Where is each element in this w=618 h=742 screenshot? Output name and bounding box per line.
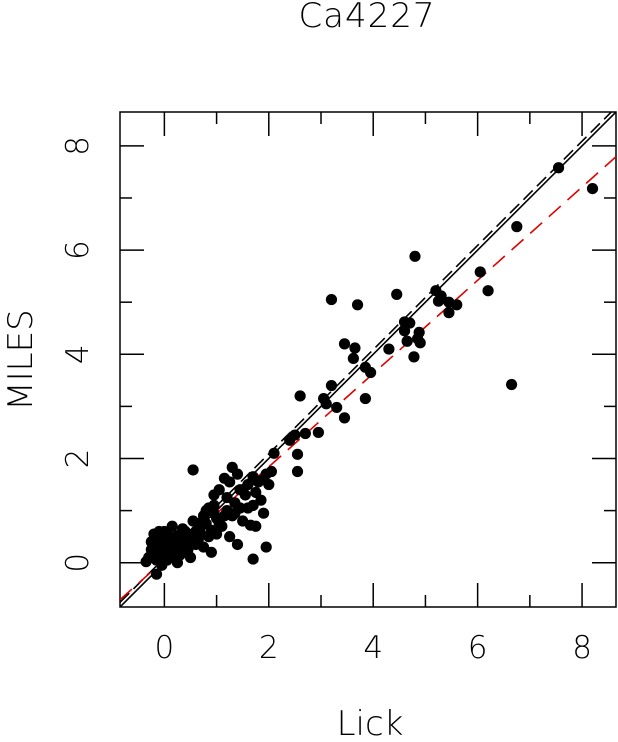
chart-title: Ca4227 [298, 0, 435, 36]
data-point [349, 342, 361, 354]
data-point [482, 285, 494, 297]
data-point [205, 546, 217, 558]
data-point [247, 553, 259, 565]
data-point [145, 536, 157, 548]
data-point [247, 471, 259, 483]
data-point [312, 426, 324, 439]
data-point [383, 343, 395, 355]
data-point [505, 378, 518, 391]
axis-ticks: 0 2 4 6 8 0 2 4 6 8 [60, 112, 616, 666]
data-point [511, 221, 523, 233]
data-point [242, 502, 254, 514]
data-point [291, 448, 304, 460]
data-point [210, 512, 223, 525]
plot-frame [119, 111, 617, 608]
data-point [347, 352, 359, 365]
data-point [221, 491, 233, 504]
data-point [443, 307, 455, 319]
data-point [231, 538, 244, 551]
data-point [331, 401, 343, 414]
data-point [359, 392, 371, 405]
data-point [260, 541, 272, 553]
data-point [320, 398, 332, 410]
data-point [237, 515, 249, 527]
y-tick-label: 8 [60, 136, 96, 156]
data-point [208, 489, 220, 501]
data-point [338, 412, 351, 424]
data-point [257, 473, 270, 485]
data-point [257, 507, 270, 519]
data-point [338, 338, 351, 350]
data-point [365, 366, 377, 379]
x-axis-label: Lick [337, 704, 404, 742]
data-point [325, 379, 338, 392]
x-tick-label: 6 [468, 630, 488, 666]
data-point [299, 427, 311, 440]
data-point [451, 299, 463, 311]
data-point [291, 465, 304, 478]
data-point [294, 390, 306, 402]
x-tick-label: 4 [363, 630, 383, 666]
data-point [474, 266, 486, 278]
data-point [409, 250, 421, 262]
data-point [200, 505, 212, 517]
data-point [231, 468, 244, 480]
data-point [166, 520, 178, 532]
data-point [150, 568, 163, 580]
data-point [268, 447, 280, 459]
data-point [351, 299, 364, 311]
x-tick-label: 0 [155, 630, 175, 666]
data-point [391, 288, 403, 300]
data-point [229, 507, 241, 519]
x-tick-label: 2 [259, 630, 279, 666]
data-point [156, 559, 168, 571]
data-point [552, 162, 565, 174]
y-tick-label: 6 [60, 240, 96, 260]
data-point [224, 531, 236, 543]
x-tick-label: 8 [572, 630, 592, 666]
y-axis-label: MILES [1, 309, 41, 410]
data-points [140, 162, 599, 580]
data-point [408, 351, 420, 363]
y-tick-label: 2 [60, 449, 96, 469]
data-point [177, 523, 189, 535]
data-point [414, 337, 426, 349]
data-point [432, 295, 445, 307]
data-point [325, 293, 338, 306]
data-point [401, 335, 413, 347]
data-point [140, 556, 152, 568]
data-point [187, 464, 199, 476]
data-point [586, 182, 599, 195]
data-point [284, 434, 296, 446]
data-point [398, 325, 411, 337]
y-tick-label: 4 [60, 344, 96, 364]
data-point [179, 546, 191, 558]
data-point [148, 549, 160, 561]
data-point [218, 472, 231, 484]
data-point [182, 536, 194, 548]
data-point [171, 557, 184, 569]
data-point [164, 549, 176, 561]
data-point [192, 518, 204, 530]
y-tick-label: 0 [60, 553, 96, 573]
